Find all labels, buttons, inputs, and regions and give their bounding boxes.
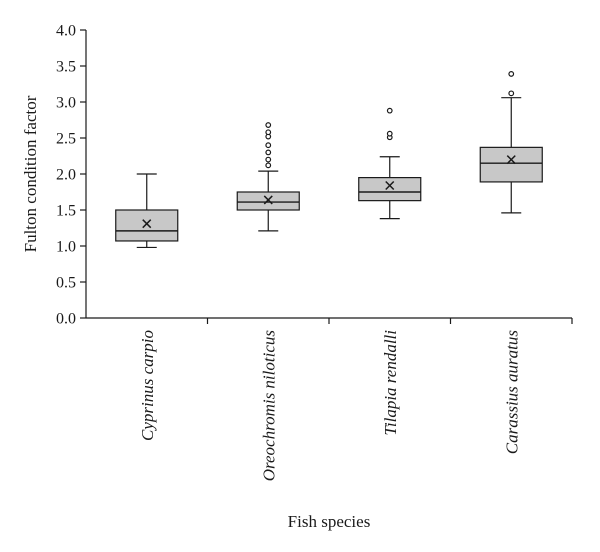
outlier-point — [386, 107, 393, 114]
y-tick-label: 3.0 — [56, 95, 76, 112]
outlier-point — [265, 149, 272, 156]
y-tick-label: 3.5 — [56, 59, 76, 76]
y-tick-label: 2.5 — [56, 131, 76, 148]
outlier-point — [265, 156, 272, 163]
y-tick-label: 0.0 — [56, 311, 76, 328]
outlier-point — [386, 130, 393, 137]
box-tilapia-rendalli — [358, 107, 422, 220]
interquartile-box — [358, 177, 422, 202]
interquartile-box — [115, 209, 179, 242]
outlier-point — [508, 71, 515, 77]
box-carassius-auratus — [479, 71, 543, 214]
x-axis-ticks — [206, 318, 573, 324]
y-tick-label: 4.0 — [56, 23, 76, 40]
y-tick-label: 1.5 — [56, 203, 76, 220]
y-tick-label: 2.0 — [56, 167, 76, 184]
outlier-point — [265, 122, 272, 128]
mean-marker — [506, 155, 516, 165]
box-plot-series — [115, 71, 543, 249]
y-tick-label: 1.0 — [56, 239, 76, 256]
outlier-point — [265, 129, 272, 136]
y-axis-ticks: 0.0 0.5 1.0 1.5 2.0 2.5 3.0 3.5 4.0 — [56, 23, 86, 328]
category-label: Tilapia rendalli — [381, 330, 400, 436]
category-label: Oreochromis niloticus — [259, 330, 278, 482]
interquartile-box — [236, 191, 300, 211]
box-cyprinus-carpio — [115, 173, 179, 249]
mean-marker — [263, 195, 273, 205]
mean-marker — [142, 219, 152, 229]
category-label: Cyprinus carpio — [138, 330, 157, 441]
y-tick-label: 0.5 — [56, 275, 76, 292]
y-axis-title: Fulton condition factor — [21, 95, 40, 252]
box-oreochromis-niloticus — [236, 122, 300, 232]
category-label: Carassius auratus — [502, 330, 521, 455]
outlier-point — [265, 142, 272, 149]
x-axis-category-labels: Cyprinus carpio Oreochromis niloticus Tila… — [138, 330, 522, 482]
interquartile-box — [479, 146, 543, 183]
outlier-point — [265, 162, 272, 169]
outlier-point — [508, 90, 515, 97]
mean-marker — [385, 180, 395, 191]
x-axis-title: Fish species — [288, 512, 371, 531]
